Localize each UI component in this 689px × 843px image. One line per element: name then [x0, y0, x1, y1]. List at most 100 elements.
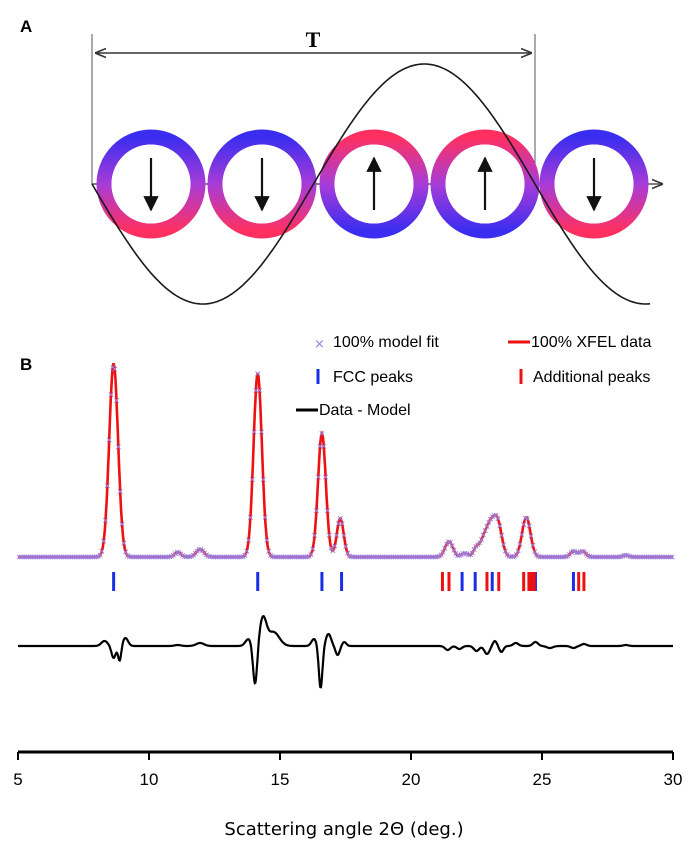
- model-fit-point: [143, 554, 149, 560]
- model-fit-point: [260, 476, 266, 483]
- model-fit-point: [370, 554, 376, 560]
- spin-ring-4: [430, 129, 540, 239]
- model-fit-point: [574, 550, 580, 556]
- x-tick-label: 10: [140, 770, 159, 789]
- model-fit-point: [394, 554, 400, 560]
- model-fit-point: [368, 554, 374, 560]
- model-fit-point: [374, 554, 380, 560]
- model-fit-point: [93, 554, 99, 560]
- model-fit-point: [352, 554, 358, 560]
- model-fit-point: [47, 554, 54, 560]
- model-fit-point: [174, 549, 180, 555]
- model-fit-point: [233, 554, 239, 560]
- model-fit-point: [403, 554, 409, 560]
- model-fit-point: [148, 554, 154, 560]
- x-tick-label: 5: [13, 770, 22, 789]
- model-fit-point: [655, 554, 661, 560]
- model-fit-point: [669, 554, 675, 560]
- model-fit-point: [328, 545, 334, 551]
- model-fit-point: [101, 538, 107, 544]
- model-fit-point: [279, 554, 285, 560]
- model-fit-point: [44, 554, 50, 560]
- model-fit-point: [330, 548, 336, 554]
- model-fit-point: [75, 554, 81, 560]
- legend-label-diff: Data - Model: [319, 402, 411, 419]
- model-fit-point: [60, 554, 66, 560]
- model-fit-point: [24, 554, 30, 560]
- model-fit-point: [150, 554, 156, 560]
- model-fit-point: [390, 554, 396, 560]
- model-fit-point: [401, 554, 407, 560]
- model-fit-point: [209, 554, 215, 560]
- model-fit-point: [546, 554, 552, 560]
- model-fit-point: [38, 554, 44, 560]
- model-fit-point: [363, 554, 369, 560]
- model-fit-point: [541, 554, 547, 560]
- model-fit-point: [222, 554, 228, 560]
- model-fit-point: [35, 554, 41, 560]
- model-fit-point: [429, 554, 435, 560]
- model-fit-point: [130, 554, 136, 560]
- model-fit-point: [647, 554, 653, 560]
- model-fit-point: [664, 554, 670, 560]
- model-fit-point: [119, 521, 125, 527]
- model-fit-point: [607, 554, 613, 560]
- model-fit-point: [282, 554, 288, 560]
- model-fit-point: [293, 554, 299, 560]
- model-fit-point: [359, 554, 365, 560]
- spin-ring-3: [319, 129, 429, 239]
- model-fit-point: [77, 554, 83, 560]
- model-fit-point: [600, 554, 606, 560]
- model-fit-point: [235, 554, 241, 560]
- model-fit-point: [123, 549, 129, 555]
- model-fit-point: [427, 554, 433, 560]
- model-fit-point: [335, 521, 341, 527]
- model-fit-point: [108, 392, 114, 398]
- model-fit-point: [154, 554, 160, 560]
- model-fit-point: [416, 554, 422, 560]
- model-fit-point: [644, 554, 650, 560]
- x-axis-title: Scattering angle 2Θ (deg.): [224, 819, 463, 840]
- model-fit-point: [354, 554, 360, 560]
- model-fit-point: [49, 554, 55, 560]
- model-fit-point: [271, 554, 277, 560]
- model-fit-point: [317, 443, 323, 449]
- model-fit-point: [379, 554, 385, 560]
- model-fit-point: [651, 554, 657, 560]
- model-fit-point: [128, 554, 134, 560]
- model-fit-point: [524, 516, 530, 522]
- model-fit-point: [499, 532, 505, 538]
- model-fit-point: [513, 552, 519, 558]
- model-fit-point: [334, 532, 340, 538]
- model-fit-point: [255, 371, 261, 377]
- model-fit-point: [214, 554, 220, 560]
- model-fit-point: [552, 554, 558, 560]
- model-fit-point: [273, 554, 279, 560]
- model-fit-point: [550, 554, 556, 560]
- model-fit-point: [295, 554, 301, 560]
- model-fit-point: [231, 554, 237, 560]
- model-fit-point: [227, 554, 233, 560]
- model-fit-point: [365, 554, 371, 560]
- model-fit-point: [631, 554, 637, 560]
- model-fit-point: [357, 554, 363, 560]
- legend-label-model-fit: 100% model fit: [333, 334, 439, 351]
- model-fit-point: [266, 548, 272, 554]
- model-fit-point: [69, 554, 76, 560]
- model-fit-point: [262, 514, 268, 520]
- model-fit-point: [58, 554, 65, 560]
- model-fit-point: [557, 554, 563, 560]
- model-fit-point: [482, 528, 488, 534]
- model-fit-point: [319, 430, 325, 436]
- model-fit-point: [636, 554, 642, 560]
- model-fit-point: [112, 366, 118, 372]
- model-fit-point: [616, 554, 622, 560]
- period-label: T: [306, 27, 321, 52]
- model-fit-point: [136, 554, 142, 560]
- model-fit-point: [418, 554, 424, 560]
- model-fit-point: [594, 554, 600, 560]
- spin-rings: [96, 129, 649, 239]
- model-fit-point: [407, 554, 413, 560]
- model-fit-point: [603, 554, 609, 560]
- spin-ring-band: [539, 129, 649, 239]
